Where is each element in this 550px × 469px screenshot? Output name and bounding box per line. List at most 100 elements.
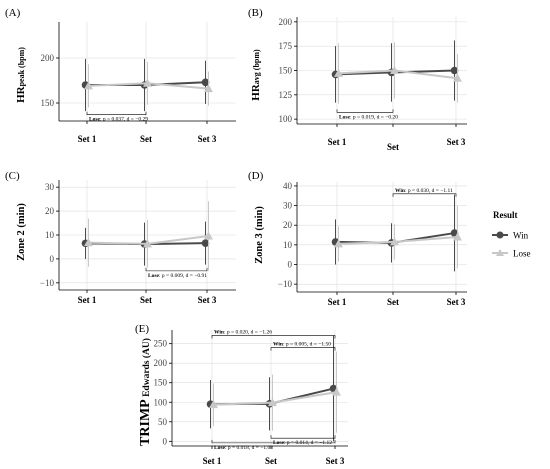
significance-stats: : p = 0.019, d = −0.20 [350, 114, 398, 120]
significance-label: Lose: p = 0.009, d = −0.91 [148, 273, 207, 279]
data-point-lose [390, 237, 399, 246]
significance-group: Lose [214, 445, 226, 451]
y-axis-label-main: HR [15, 85, 27, 103]
x-tick-label: Set 3 [198, 295, 217, 305]
y-tick-label: 30 [45, 182, 55, 192]
y-tick-label: 20 [283, 220, 293, 230]
significance-label: Win: p = 0.020, d = −1.26 [214, 329, 272, 335]
y-axis-label-main: Zone 3 (min) [254, 206, 265, 264]
legend-win-marker [496, 231, 504, 239]
y-tick-label: 175 [279, 41, 293, 51]
significance-stats: : p = 0.020, d = −1.26 [224, 329, 272, 335]
y-axis-label-main: Zone 2 (min) [16, 203, 27, 261]
y-tick-label: 100 [154, 397, 168, 407]
significance-bracket [336, 109, 394, 113]
significance-bracket [211, 439, 336, 444]
significance-bracket [270, 347, 336, 351]
y-tick-label: 30 [283, 201, 293, 211]
y-tick-label: 50 [158, 417, 168, 427]
y-tick-label: 0 [163, 436, 168, 446]
significance-group: Lose [148, 273, 160, 279]
y-tick-label: 0 [288, 260, 293, 270]
y-axis-label-sub: Edwards (AU) [141, 338, 152, 399]
significance-bracket [145, 267, 208, 272]
significance-label: Lose: p = 0.018, d = −1.08 [214, 445, 273, 451]
y-axis-label: TRIMP Edwards (AU) [138, 338, 153, 446]
legend-win-label: Win [513, 231, 529, 241]
panel-label: (A) [5, 7, 21, 19]
legend-lose-label: Lose [513, 249, 531, 259]
x-tick-label: Set 3 [447, 137, 466, 147]
legend-lose-marker [496, 249, 504, 256]
significance-group: Lose [89, 117, 101, 123]
y-axis-label: HRpeak (bpm) [15, 47, 27, 103]
chart-panel-4: −10 0 10 20 30 40 Set 1 Set Set 3 (D) Zone 3 (min)… [248, 170, 467, 307]
significance-bracket [211, 335, 336, 339]
data-point-lose [143, 78, 152, 87]
significance-label: Lose: p = 0.014, d = −1.12 [273, 440, 332, 446]
data-point-lose [390, 66, 399, 74]
data-point-lose [84, 81, 93, 90]
y-axis-label: Zone 3 (min) [254, 206, 265, 264]
y-tick-label: 10 [283, 240, 293, 250]
y-tick-label: 20 [45, 206, 55, 216]
y-tick-label: 150 [154, 378, 168, 388]
x-tick-label: Set [265, 456, 277, 466]
significance-stats: : p = 0.037, d = −0.29 [100, 117, 148, 123]
y-tick-label: 200 [279, 17, 293, 27]
significance-bracket [86, 111, 147, 115]
data-point-lose [209, 400, 218, 409]
y-tick-label: 150 [41, 98, 55, 108]
y-tick-label: −10 [40, 278, 55, 288]
chart-panel-3: −10 0 10 20 30 Set 1 Set Set 3 (C) Zone 2 (min) Lo… [5, 170, 236, 305]
data-point-lose [334, 239, 343, 248]
legend: Result Win Lose [492, 210, 531, 259]
significance-stats: : p = 0.014, d = −1.12 [284, 440, 332, 446]
panel-label: (D) [248, 170, 264, 182]
x-tick-label: Set [387, 297, 399, 307]
y-tick-label: 200 [154, 358, 168, 368]
data-point-win [201, 239, 210, 247]
significance-label: Lose: p = 0.037, d = −0.29 [89, 117, 148, 123]
significance-group: Win [214, 329, 224, 335]
x-tick-label: Set 1 [328, 137, 347, 147]
significance-stats: : p = 0.030, d = −1.11 [405, 188, 453, 194]
legend-title: Result [493, 210, 518, 220]
y-tick-label: 200 [41, 53, 55, 63]
significance-stats: : p = 0.009, d = −0.91 [159, 273, 207, 279]
significance-label: Win: p = 0.030, d = −1.11 [395, 188, 453, 194]
data-point-lose [332, 387, 341, 396]
data-point-lose [268, 398, 277, 407]
significance-stats: : p = 0.005, d = −1.50 [283, 342, 331, 348]
panel-label: (B) [248, 7, 263, 19]
x-tick-label: Set 1 [78, 134, 97, 144]
chart-panel-1: 150 200 Set 1 Set Set 3 (A) HRpeak (bpm) Lose: … [5, 7, 236, 144]
chart-panel-5: 0 50 100 150 200 250 Set 1 Set Set 3 (E) TRIMP Edw… [135, 323, 348, 466]
panel-label: (E) [135, 323, 149, 335]
x-tick-label: Set 3 [198, 134, 217, 144]
significance-group: Lose [273, 440, 285, 446]
data-point-lose [143, 239, 152, 248]
data-point-lose [453, 232, 462, 241]
significance-group: Lose [339, 114, 351, 120]
x-tick-label: Set [387, 142, 399, 152]
data-point-win [201, 78, 210, 87]
y-axis-label-sub: avg (bpm) [252, 49, 261, 84]
x-tick-label: Set 3 [326, 456, 345, 466]
x-tick-label: Set 1 [78, 295, 97, 305]
y-axis-label-main: HR [250, 83, 262, 101]
y-tick-label: −10 [278, 279, 293, 289]
data-point-lose [204, 231, 213, 240]
panel-label: (C) [5, 170, 20, 182]
x-tick-label: Set [140, 134, 152, 144]
x-tick-label: Set [140, 295, 152, 305]
y-tick-label: 250 [154, 339, 168, 349]
y-tick-label: 0 [50, 254, 55, 264]
y-axis-label: HRavg (bpm) [250, 49, 262, 101]
chart-panel-2: 100 125 150 175 200 Set 1 Set Set 3 (B) HRavg (bp… [248, 7, 467, 152]
data-point-lose [204, 84, 213, 93]
x-tick-label: Set 3 [447, 297, 466, 307]
y-tick-label: 10 [45, 230, 55, 240]
significance-group: Win [273, 342, 283, 348]
